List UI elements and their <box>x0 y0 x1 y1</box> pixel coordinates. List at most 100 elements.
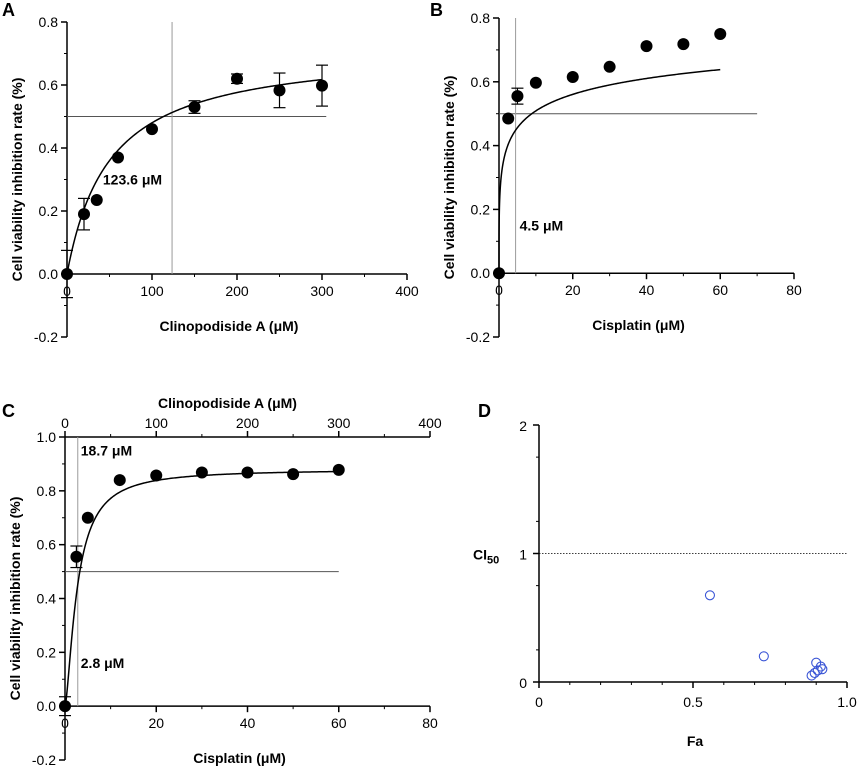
x-tick-label: 20 <box>148 715 164 731</box>
y-tick-label: 0.4 <box>39 140 59 156</box>
ci-point <box>704 590 715 601</box>
data-point <box>150 469 163 482</box>
ic50-label: 4.5 μM <box>520 217 564 233</box>
data-point <box>287 468 300 481</box>
data-point <box>195 466 208 479</box>
y-tick-label: 1.0 <box>37 429 57 445</box>
top-tick-label: 100 <box>145 415 169 431</box>
x-axis-title: Cisplatin (μM) <box>193 750 286 766</box>
y-tick-label: 0.2 <box>39 203 59 219</box>
ci-subscript: 50 <box>487 555 499 567</box>
top-tick-label: 200 <box>236 415 260 431</box>
data-point <box>529 76 542 89</box>
y-tick-label: 0.8 <box>39 14 59 30</box>
y-tick-label: 0.6 <box>471 74 491 90</box>
x-tick-label: 0 <box>495 282 503 298</box>
data-point <box>316 79 328 92</box>
data-point <box>146 123 158 136</box>
ci-point <box>812 665 823 676</box>
y-tick-label: -0.2 <box>34 329 58 345</box>
ic50-label-top: 18.7 μM <box>81 442 132 458</box>
x-tick-label: 80 <box>422 715 438 731</box>
ci-point <box>758 651 769 662</box>
panel-letter-d: D <box>478 401 491 421</box>
x-tick-label: 0 <box>61 715 69 731</box>
data-point <box>59 700 71 713</box>
data-point <box>231 72 243 85</box>
data-point <box>78 208 90 221</box>
x-axis-title: Cisplatin (μM) <box>592 317 685 333</box>
panel-d: D 0 1 2 0 0.5 1.0 CI50 Fa <box>473 401 857 749</box>
y-tick-label: 0.2 <box>471 201 491 217</box>
panel-a: A-0.20.00.20.40.60.80100200300400Cell vi… <box>2 0 419 345</box>
x-tick-label: 400 <box>395 283 419 299</box>
y-tick-label: 0.6 <box>37 537 57 553</box>
data-point <box>640 40 653 53</box>
y-tick-label: 0.4 <box>37 591 57 607</box>
x-tick-label: 0 <box>535 694 543 710</box>
y-tick-label: 0.8 <box>37 483 57 499</box>
x-tick-label: 60 <box>712 282 728 298</box>
data-point <box>677 38 690 51</box>
data-point <box>81 511 94 524</box>
y-axis-title: CI50 <box>473 547 499 567</box>
y-axis-title: Cell viability inhibition rate (%) <box>441 76 457 280</box>
y-tick-label: -0.2 <box>32 752 56 767</box>
data-point <box>113 474 126 487</box>
ci-point <box>806 670 817 681</box>
data-point <box>61 268 73 280</box>
data-point <box>493 267 505 280</box>
x-tick-label: 60 <box>331 715 347 731</box>
y-tick-label: 0.6 <box>39 77 59 93</box>
data-point <box>566 71 579 84</box>
x-axis-title: Fa <box>687 733 704 749</box>
data-point <box>112 151 124 164</box>
panel-letter-a: A <box>2 0 15 20</box>
data-point <box>332 463 345 476</box>
data-point <box>70 550 83 563</box>
data-point <box>511 90 524 103</box>
data-point <box>714 27 727 40</box>
ic50-label: 123.6 μM <box>103 172 162 188</box>
data-point <box>90 193 103 206</box>
fit-curve <box>498 68 721 274</box>
top-tick-label: 300 <box>327 415 351 431</box>
ic50-label-bottom: 2.8 μM <box>81 655 125 671</box>
x-tick-label: 40 <box>639 282 655 298</box>
x-tick-label: 300 <box>310 283 334 299</box>
top-tick-label: 0 <box>61 415 69 431</box>
x-tick-label: 0.5 <box>683 694 703 710</box>
data-point <box>273 84 286 97</box>
data-point <box>188 101 201 114</box>
ci-point <box>817 664 828 675</box>
y-tick-label: 0.0 <box>471 265 491 281</box>
x-tick-label: 1.0 <box>837 694 857 710</box>
top-axis-title: Clinopodiside A (μM) <box>158 395 297 411</box>
panel-letter-b: B <box>430 0 443 20</box>
data-point <box>603 60 616 73</box>
y-axis-title: Cell viability inhibition rate (%) <box>7 497 23 701</box>
x-tick-label: 200 <box>225 283 249 299</box>
data-point <box>241 466 254 479</box>
ci-label: CI <box>473 547 487 563</box>
top-tick-label: 400 <box>418 415 442 431</box>
x-tick-label: 80 <box>786 282 802 298</box>
x-axis-title: Clinopodiside A (μM) <box>160 318 299 334</box>
x-tick-label: 100 <box>140 283 164 299</box>
y-tick-label: 2 <box>519 418 527 434</box>
y-tick-label: 0.0 <box>39 266 59 282</box>
panel-letter-c: C <box>2 401 15 421</box>
y-tick-label: 0.0 <box>37 698 57 714</box>
data-point <box>502 112 515 125</box>
x-tick-label: 20 <box>565 282 581 298</box>
y-tick-label: 1 <box>519 547 527 563</box>
y-tick-label: -0.2 <box>466 329 490 345</box>
y-tick-label: 0.4 <box>471 138 491 154</box>
y-tick-label: 0.8 <box>471 10 491 26</box>
y-tick-label: 0.2 <box>37 644 57 660</box>
panel-b: B -0.2 0.0 0.2 0.4 0.6 0.8 0 20 40 60 80 Cell viabil… <box>430 0 802 345</box>
y-tick-label: 0 <box>519 675 527 691</box>
x-tick-label: 40 <box>240 715 256 731</box>
